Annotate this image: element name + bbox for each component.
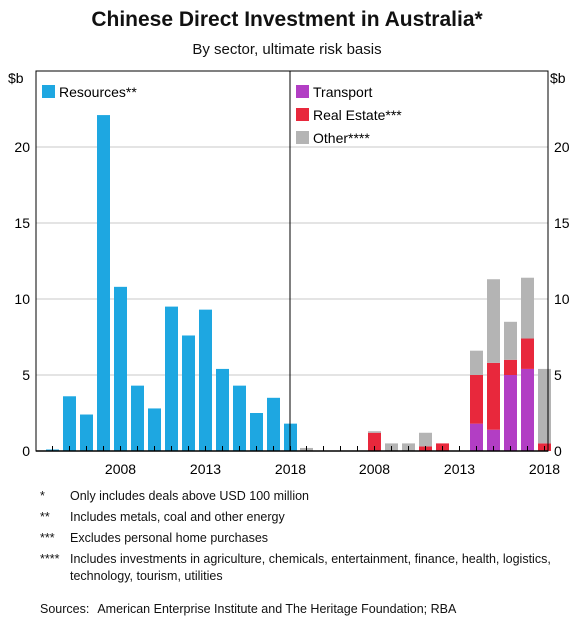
bar	[368, 431, 381, 433]
legend-label: Real Estate***	[313, 107, 402, 123]
footnote: *** Excludes personal home purchases	[40, 530, 560, 547]
sources-label: Sources:	[40, 602, 90, 616]
bar	[165, 306, 178, 451]
bar	[97, 115, 110, 451]
bar	[233, 385, 246, 451]
footnote-mark: ***	[40, 530, 55, 545]
bar	[114, 286, 127, 451]
bar	[521, 368, 534, 451]
x-tick-label: 2013	[444, 461, 475, 477]
x-tick-label: 2008	[359, 461, 390, 477]
bar	[148, 408, 161, 451]
chart-title: Chinese Direct Investment in Australia*	[91, 8, 483, 31]
x-tick-label: 2008	[105, 461, 136, 477]
legend-label: Resources**	[59, 84, 137, 100]
bar	[182, 335, 195, 451]
sources-text: American Enterprise Institute and The He…	[97, 602, 457, 616]
legend-swatch	[296, 85, 309, 98]
legend-swatch	[42, 85, 55, 98]
bar	[267, 397, 280, 451]
y-tick-label-left: 20	[14, 139, 30, 155]
bar	[250, 413, 263, 451]
y-tick-label-left: 15	[14, 215, 30, 231]
bar	[368, 432, 381, 451]
legend-label: Other****	[313, 130, 370, 146]
bar	[504, 321, 517, 360]
bar	[487, 362, 500, 430]
bar	[487, 429, 500, 451]
bar	[63, 396, 76, 451]
footnote-mark: **	[40, 509, 50, 524]
bar	[470, 375, 483, 424]
y-tick-label-left: 10	[14, 291, 30, 307]
footnote-text: Includes metals, coal and other energy	[70, 509, 285, 524]
footnote-mark: *	[40, 489, 45, 503]
sources-line: Sources: American Enterprise Institute an…	[40, 602, 456, 616]
bar	[470, 350, 483, 375]
chart-area: 0 0 5 5 10 10 15 15 20 20 $b $b 2008 2013 2018 2008 2013…	[8, 70, 570, 477]
y-tick-label-right: 15	[554, 215, 570, 231]
footnote: **** Includes investments in agriculture…	[40, 551, 560, 585]
bar	[504, 375, 517, 451]
bar	[521, 338, 534, 369]
bar	[470, 423, 483, 451]
legend-swatch	[296, 131, 309, 144]
y-tick-label-right: 5	[554, 367, 562, 383]
legends: Resources** Transport Real Estate*** Other*…	[42, 84, 402, 146]
bar	[199, 309, 212, 451]
chart-subtitle: By sector, ultimate risk basis	[192, 41, 382, 58]
bar	[538, 368, 551, 444]
footnote-text: Includes investments in agriculture, che…	[70, 551, 551, 583]
y-axis-unit-right: $b	[550, 70, 566, 86]
y-tick-label-left: 0	[22, 443, 30, 459]
footnotes: * Only includes deals above USD 100 mill…	[40, 488, 560, 588]
legend-label: Transport	[313, 84, 373, 100]
axes	[35, 70, 549, 452]
footnote-mark: ****	[40, 551, 60, 566]
bar	[131, 385, 144, 451]
bars	[46, 115, 551, 451]
bar	[419, 432, 432, 447]
bar	[504, 359, 517, 375]
tick-labels: 0 0 5 5 10 10 15 15 20 20 $b $b 2008 2013 2018 2008 2013…	[8, 70, 570, 477]
footnote-text: Excludes personal home purchases	[70, 530, 269, 545]
footnote-text: Only includes deals above USD 100 millio…	[70, 489, 310, 503]
x-tick-label: 2013	[190, 461, 221, 477]
footnote: * Only includes deals above USD 100 mill…	[40, 488, 560, 505]
y-tick-label-left: 5	[22, 367, 30, 383]
bar	[521, 277, 534, 339]
bar	[80, 414, 93, 451]
x-tick-label: 2018	[275, 461, 306, 477]
legend-swatch	[296, 108, 309, 121]
bar	[216, 368, 229, 451]
y-axis-unit-left: $b	[8, 70, 24, 86]
y-tick-label-right: 20	[554, 139, 570, 155]
footnote: ** Includes metals, coal and other energ…	[40, 509, 560, 526]
y-tick-label-right: 10	[554, 291, 570, 307]
y-tick-label-right: 0	[554, 443, 562, 459]
x-tick-label: 2018	[529, 461, 560, 477]
gridlines	[36, 146, 548, 376]
bar	[487, 279, 500, 363]
